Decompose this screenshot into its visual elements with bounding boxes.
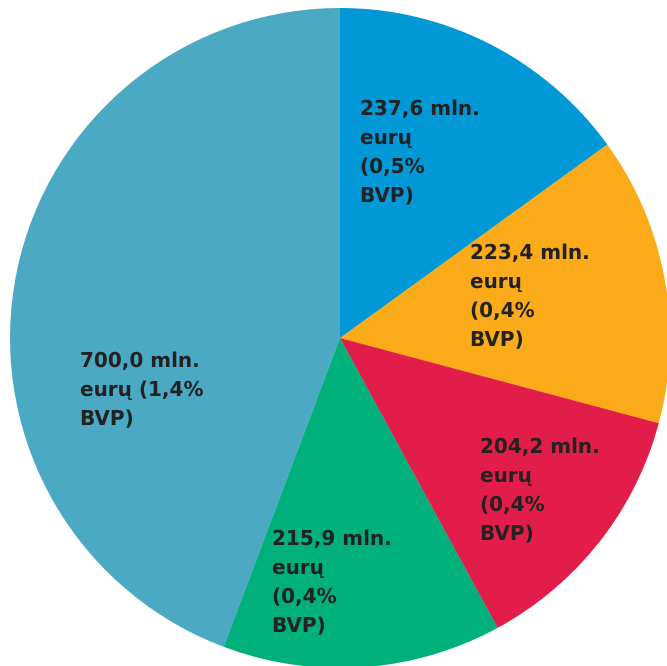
pie-slice <box>10 8 341 647</box>
pie-slice <box>340 338 659 628</box>
data-label-box: 700,0 mln. eurų (1,4% BVP) <box>80 348 204 430</box>
data-label: 237,6 mln. eurų (0,5% BVP) <box>360 96 480 207</box>
data-label-box: 223,4 mln. eurų (0,4% BVP) <box>470 240 590 351</box>
pie-slice <box>340 8 608 338</box>
data-label: 700,0 mln. eurų (1,4% BVP) <box>80 348 204 430</box>
data-label-box: 237,6 mln. eurų (0,5% BVP) <box>360 96 480 207</box>
pie-slice <box>223 338 498 666</box>
data-label-box: 215,9 mln. eurų (0,4% BVP) <box>272 526 392 637</box>
data-label: 204,2 mln. eurų (0,4% BVP) <box>480 434 600 545</box>
data-label: 223,4 mln. eurų (0,4% BVP) <box>470 240 590 351</box>
data-label: 215,9 mln. eurų (0,4% BVP) <box>272 526 392 637</box>
data-label-box: 204,2 mln. eurų (0,4% BVP) <box>480 434 600 545</box>
pie-slice <box>340 144 667 424</box>
